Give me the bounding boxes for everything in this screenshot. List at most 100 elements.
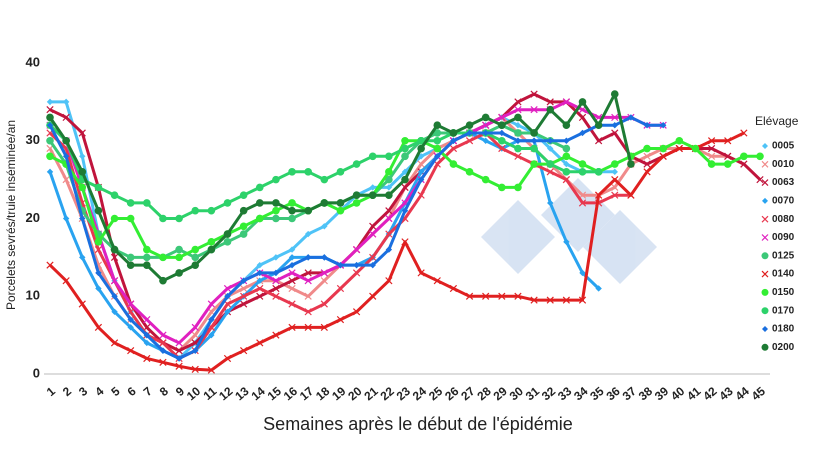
marker [352,191,361,199]
marker [272,331,280,339]
marker [385,175,393,184]
marker [272,277,280,285]
marker [207,245,216,254]
marker [611,168,618,176]
marker [143,354,151,363]
marker [610,160,619,168]
watermark-shape [481,200,555,274]
marker [595,285,602,292]
marker [578,113,587,122]
marker [175,214,183,223]
marker [514,292,522,300]
marker [385,207,393,215]
marker [498,121,506,129]
legend-title: Elévage [755,114,799,128]
marker [611,191,619,199]
marker [337,261,344,269]
marker [62,215,70,222]
marker [46,261,54,269]
marker [659,152,667,160]
marker [321,254,328,261]
marker [207,300,215,308]
marker [449,284,458,293]
marker [272,199,280,207]
marker [110,277,119,285]
marker [562,121,571,129]
marker [594,168,603,176]
marker [304,269,312,277]
y-tick-label: 40 [26,54,40,69]
marker [126,199,135,207]
marker [110,339,119,347]
marker [79,254,86,261]
marker [127,300,135,308]
legend-swatch [761,288,769,296]
legend-label: 0125 [772,250,795,261]
marker [514,113,522,122]
marker [594,121,603,129]
marker [256,339,264,347]
marker [320,199,329,207]
marker [288,214,296,223]
marker [304,206,312,215]
marker [562,152,571,161]
marker [175,355,183,362]
marker [546,98,554,106]
legend-item: 0200 [761,342,795,353]
legend-label: 0090 [772,232,795,243]
marker [482,137,489,144]
marker [95,285,102,292]
marker [562,144,571,153]
marker [417,269,425,277]
marker [433,277,441,285]
marker [547,137,554,144]
marker [352,160,361,168]
marker [691,144,700,153]
marker [62,113,70,122]
marker [466,129,473,137]
marker [95,269,102,277]
marker [353,261,360,269]
x-tick-label: 6 [125,384,139,399]
marker [401,207,409,214]
legend-swatch [761,234,769,241]
marker [579,129,586,137]
legend-item: 0170 [761,305,795,316]
marker [417,160,425,168]
marker [46,98,54,106]
marker [578,296,587,304]
marker [530,129,538,137]
marker [191,245,200,254]
marker [143,253,151,262]
marker [46,136,54,145]
marker [240,292,248,300]
marker [530,90,538,98]
marker [143,199,151,207]
legend-label: 0005 [772,141,795,152]
legend-item: 0005 [762,141,795,152]
marker [239,222,248,231]
marker [724,137,732,145]
marker [740,152,748,161]
marker [288,261,296,269]
legend-swatch [761,343,769,351]
marker [207,366,215,374]
marker [417,168,425,176]
marker [546,160,555,168]
marker [46,122,54,129]
marker [224,308,231,315]
marker [94,238,103,246]
legend-item: 0140 [761,269,795,280]
x-tick-label: 5 [108,384,122,399]
marker [256,292,264,300]
marker [191,365,199,373]
marker [288,168,296,176]
marker [465,121,474,129]
marker [143,261,151,269]
marker [78,183,87,192]
marker [627,160,635,168]
marker [723,160,732,168]
marker [288,284,296,293]
marker [159,331,167,339]
